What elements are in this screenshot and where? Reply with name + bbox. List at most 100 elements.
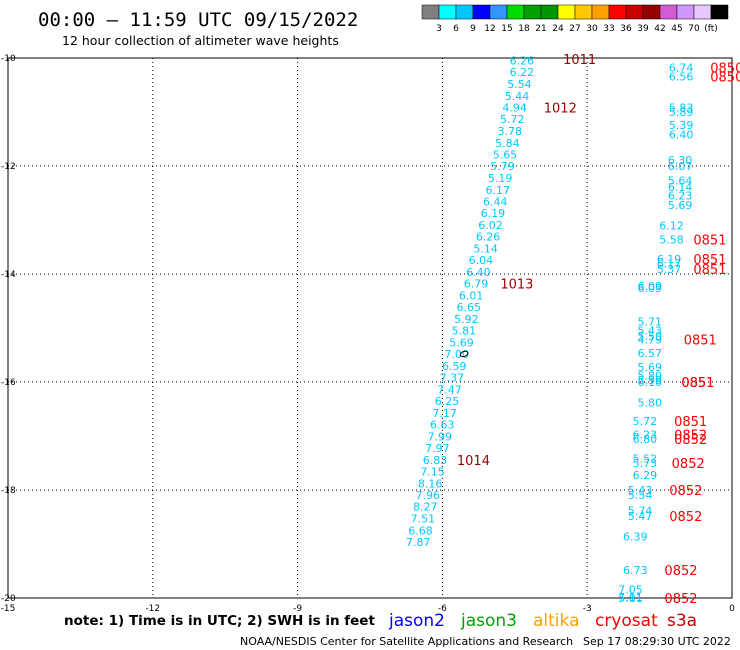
y-tick-label: -12 [1,162,16,172]
wave-height-point: 7.51 [411,513,436,526]
wave-height-point: 6.29 [633,469,658,482]
wave-height-point: 5.71 [638,316,663,329]
colorbar-swatch [438,4,457,20]
colorbar-label: 30 [586,24,598,34]
x-tick-label: -12 [145,604,160,614]
colorbar-swatch [710,4,729,20]
x-tick-label: 0 [729,604,735,614]
wave-height-point: 7.15 [420,466,445,479]
colorbar-swatch [506,4,525,20]
wave-height-point: 5.14 [473,243,498,256]
wave-height-point: 5.43 [638,325,663,338]
wave-height-point: 6.01 [459,290,484,303]
wave-height-point: 3.78 [498,125,523,138]
wave-height-point: 6.65 [457,301,482,314]
wave-height-point: 6.23 [668,190,693,203]
wave-height-point: 6.63 [430,419,455,432]
wave-height-point: 7.47 [437,384,462,397]
wave-height-point: 5.37 [657,263,682,276]
wave-height-point: 6.40 [466,266,491,279]
wave-height-point: 5.50 [638,330,663,343]
wave-height-point: 5.83 [669,102,694,115]
wave-height-point: 7.17 [432,407,457,420]
wave-height-point: 8.16 [418,478,443,491]
wave-height-point: 6.23 [633,428,658,441]
chart-subtitle: 12 hour collection of altimeter wave hei… [62,33,339,48]
wave-height-point: 5.89 [669,106,694,119]
pass-time-label: 1014 [457,454,490,469]
wave-height-point: 5.64 [668,175,693,188]
wave-height-point: 6.19 [481,207,506,220]
satellite-label-altika: altika [533,611,580,631]
colorbar-swatch [523,4,542,20]
wave-height-point: 7.87 [406,536,431,549]
pass-time-label: 0851 [693,233,726,248]
wave-height-point: 6.26 [476,231,501,244]
wave-height-point: 6.26 [510,55,535,68]
wave-height-point: 5.43 [628,484,653,497]
wave-height-point: 5.19 [488,172,513,185]
wave-height-point: 5.69 [668,199,693,212]
colorbar-label: 70 [688,24,700,34]
wave-height-point: 6.30 [668,154,693,167]
wave-height-point: 5.65 [493,149,518,162]
pass-time-label: 0852 [669,510,702,525]
wave-height-point: 5.79 [490,160,515,173]
wave-height-point: 5.99 [638,374,663,387]
satellite-legend: jason2 jason3 altika cryosat s3a [388,611,697,631]
wave-height-point: 5.39 [669,119,694,132]
pass-time-label: 0852 [664,592,697,607]
colorbar-swatch [676,4,695,20]
colorbar-swatch [421,4,440,20]
wave-height-point: 7.11 [618,591,643,604]
pass-time-label: 1013 [500,278,533,293]
wave-height-point: 5.69 [449,337,474,350]
pass-time-label: 0851 [681,376,714,391]
colorbar-legend: 3 6 9 12 15 18 21 24 27 30 33 36 39 42 45 70 (ft) [421,4,729,34]
wave-height-point: 5.44 [505,90,530,103]
colorbar-swatch [489,4,508,20]
wave-height-point: 6.68 [408,525,433,538]
colorbar-label: 24 [552,24,564,34]
wave-height-point: 5.52 [633,453,658,466]
pass-time-label: 0851 [693,253,726,268]
pass-time-label: 0851 [693,263,726,278]
colorbar-swatch [591,4,610,20]
wave-height-point: 7.05 [618,583,643,596]
pass-annotations: 1011101210131014085008500851085108510851… [457,53,740,607]
pass-time-label: 0852 [669,484,702,499]
colorbar-swatch [659,4,678,20]
x-tick-label: -3 [583,604,592,614]
colorbar-label: 21 [535,24,546,34]
wave-height-point: 5.80 [638,397,663,410]
colorbar-label: 9 [470,24,476,34]
wave-height-point: 6.22 [510,66,535,79]
wave-height-point: 6.73 [623,564,648,577]
wave-height-point: 5.54 [507,78,532,91]
wave-height-point: 7.99 [428,431,453,444]
wave-height-point: 6.44 [483,196,508,209]
pass-time-label: 0852 [674,428,707,443]
wave-height-point: 5.58 [659,233,684,246]
pass-time-label: 0852 [664,564,697,579]
satellite-label-jason3: jason3 [460,611,517,631]
wave-height-point: 6.40 [669,129,694,142]
wave-height-point: 6.16 [638,376,663,389]
wave-height-point: 6.14 [668,181,693,194]
colorbar-label: 27 [569,24,580,34]
pass-time-label: 0850 [710,62,740,77]
colorbar-swatch [455,4,474,20]
wave-height-point: 4.79 [638,333,663,346]
footer-timestamp: Sep 17 08:29:30 UTC 2022 [583,635,731,648]
x-tick-label: -6 [438,604,447,614]
colorbar-label: 15 [501,24,512,34]
colorbar-swatch [608,4,627,20]
colorbar-swatch [472,4,491,20]
wave-height-point: 5.54 [628,489,653,502]
grid-lines [8,58,732,598]
wave-height-point: 6.80 [633,433,658,446]
wave-height-point: 6.19 [657,253,682,266]
colorbar-swatch [574,4,593,20]
wave-height-point: 7.00 [444,348,469,361]
footer-note: note: 1) Time is in UTC; 2) SWH is in fe… [64,613,375,629]
